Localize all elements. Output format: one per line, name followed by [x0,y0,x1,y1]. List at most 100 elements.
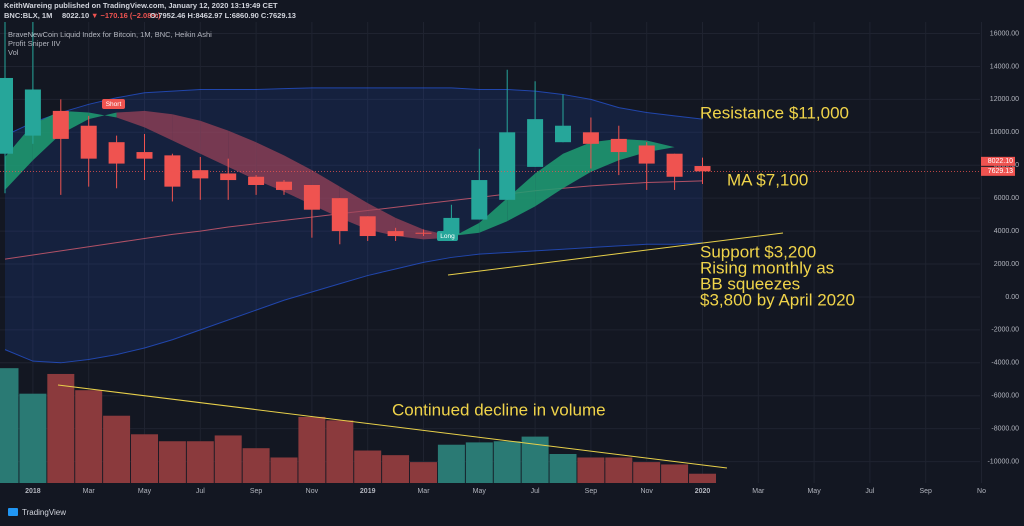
x-tick-label: May [807,488,821,495]
annotation: Support $3,200 [700,242,816,261]
y-tick-label: -10000.00 [987,458,1019,465]
author-line: KeithWareing published on TradingView.co… [4,1,278,10]
candle-body [694,166,711,172]
volume-bar [75,390,103,483]
candle-body [303,184,320,210]
long-signal-box [437,231,458,241]
candle-body [499,132,516,200]
ohlc: O:7952.46 H:8462.97 L:6860.90 C:7629.13 [150,11,296,20]
price-label-box [981,156,1015,166]
x-tick-label: Jul [196,488,205,495]
x-tick-label: Sep [585,488,598,495]
x-tick-label: No [977,488,986,495]
candle-body [220,173,237,181]
candle-body [80,125,97,159]
cloud-segment [200,120,229,167]
volume-bar [493,441,521,483]
volume-bar [186,441,214,483]
candle-body [0,77,13,154]
x-tick-label: Mar [417,488,430,495]
study-title: BraveNewCoin Liquid Index for Bitcoin, 1… [8,30,212,39]
x-tick-label: 2019 [360,488,376,495]
volume-trendline [57,384,728,469]
volume-bar [521,436,549,483]
annotation: $3,800 by April 2020 [700,290,855,309]
x-tick-label: Nov [306,488,319,495]
long-signal: Long [440,233,455,240]
x-tick-label: Mar [752,488,765,495]
short-signal: Short [106,101,122,108]
candle-body [387,231,404,237]
candle-body [443,217,460,235]
y-tick-label: -4000.00 [991,360,1019,367]
x-tick-label: May [473,488,487,495]
volume-bar [0,368,19,483]
volume-bar [242,448,270,483]
footer-logo: TradingView [22,508,66,517]
y-tick-label: 16000.00 [990,30,1019,37]
candle-body [527,119,544,167]
y-tick-label: 4000.00 [994,228,1019,235]
candle-body [164,155,181,187]
cloud-segment [88,112,117,120]
candle-body [638,145,655,164]
candle-body [192,170,209,179]
annotation: MA $7,100 [727,170,808,189]
volume-bar [549,454,577,483]
y-tick-label: 12000.00 [990,96,1019,103]
candle-body [276,181,292,190]
price-label-box [981,166,1015,176]
volume-bar [605,457,633,483]
volume-bar [661,464,689,483]
y-tick-label: 0.00 [1005,294,1019,301]
grid [0,22,982,483]
volume-bar [465,442,493,483]
axes: -10000.00 -8000.00 -6000.00 -4000.00 -2000.0… [25,30,1019,494]
bb-upper-line [4,87,703,137]
volume-bar [270,457,298,483]
cloud-segment [228,130,257,181]
cloud-segment [535,153,563,207]
y-tick-label: 14000.00 [990,63,1019,70]
x-tick-label: Sep [250,488,263,495]
plot-area [0,22,980,483]
volume-bar [437,444,465,483]
volume-bar [689,473,716,483]
x-tick-label: Nov [640,488,653,495]
bb-lower-line [4,242,703,364]
indicator-name: Profit Sniper IIV [8,39,61,48]
volume-bar [47,373,75,483]
cloud-segment [563,142,591,189]
short-signal-box [102,99,125,109]
volume-bar [410,462,437,483]
candle-body [52,110,69,139]
cloud-segment [116,110,145,128]
candle-body [555,125,571,143]
volume-bar [326,420,354,483]
candle-body [359,216,376,237]
candle-body [108,142,125,164]
candle-body [471,180,488,220]
candle-body [136,152,153,159]
volume-bar [382,455,410,483]
candle-body [666,153,683,177]
annotation: Rising monthly as [700,258,834,277]
y-tick-label: -6000.00 [991,393,1019,400]
volume-bar [354,450,382,483]
y-tick-label: -2000.00 [991,327,1019,334]
change: ▼ −170.16 (−2.08%) [91,11,161,20]
candle-body [582,132,599,144]
price: 8022.10 [62,11,89,20]
volume-label: Vol [8,48,19,57]
candle-body [24,89,41,136]
cloud-segment [507,173,536,222]
logo-icon [8,508,18,516]
x-tick-label: Sep [919,488,932,495]
cloud-segment [144,110,173,141]
volume-bar [577,457,605,483]
volume-bar [298,416,326,483]
candle-body [248,176,265,185]
x-tick-label: 2020 [695,488,711,495]
